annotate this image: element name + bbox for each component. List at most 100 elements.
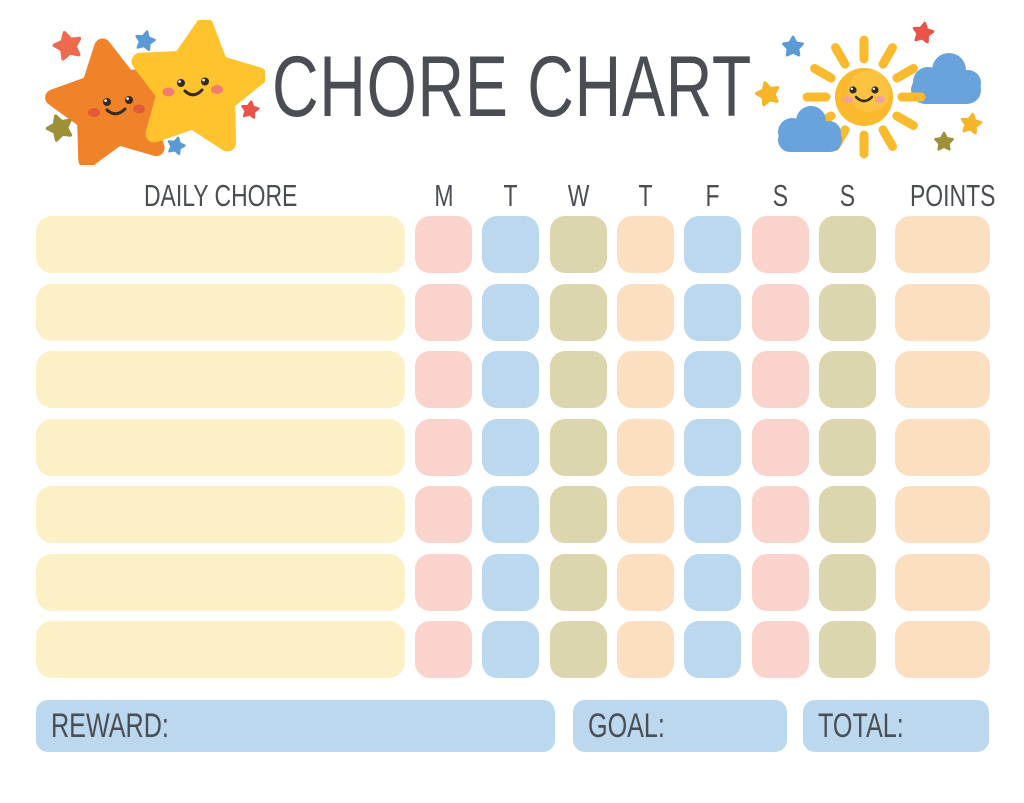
day-cell-sun[interactable] [819, 351, 876, 408]
points-cell[interactable] [895, 553, 990, 611]
day-cell-sat[interactable] [752, 351, 809, 408]
chore-name-field[interactable] [36, 351, 405, 408]
day-cell-fri[interactable] [684, 283, 741, 341]
mini-star-icon [782, 35, 804, 57]
day-cell-wed[interactable] [550, 283, 607, 341]
points-cell[interactable] [895, 283, 990, 341]
day-cell-wed[interactable] [550, 486, 607, 543]
day-cell-tue[interactable] [482, 216, 539, 273]
day-cell-tue[interactable] [482, 621, 539, 678]
reward-label: REWARD: [51, 707, 169, 745]
mini-star-icon [910, 20, 936, 45]
day-cell-sun[interactable] [819, 216, 876, 273]
chore-row [0, 621, 1024, 678]
day-cell-sat[interactable] [752, 418, 809, 476]
day-cell-fri[interactable] [684, 553, 741, 611]
day-cell-tue[interactable] [482, 418, 539, 476]
day-cell-sun[interactable] [819, 486, 876, 543]
column-header-thursday: T [638, 178, 653, 213]
day-cell-mon[interactable] [415, 283, 472, 341]
day-cell-thu[interactable] [617, 216, 674, 273]
yellow-star-face-icon [132, 20, 264, 145]
day-cell-fri[interactable] [684, 418, 741, 476]
column-header-points: POINTS [910, 178, 996, 213]
sun-face-icon [802, 35, 926, 159]
day-cell-sat[interactable] [752, 553, 809, 611]
column-header-wednesday: W [567, 178, 590, 213]
mini-star-icon [752, 78, 783, 108]
column-header-sunday: S [839, 178, 856, 213]
points-cell[interactable] [895, 486, 990, 543]
mini-star-icon [934, 131, 954, 151]
day-cell-fri[interactable] [684, 621, 741, 678]
chore-row [0, 418, 1024, 476]
goal-field[interactable]: GOAL: [573, 700, 787, 752]
day-cell-wed[interactable] [550, 216, 607, 273]
day-cell-mon[interactable] [415, 486, 472, 543]
mini-star-icon [50, 27, 86, 62]
day-cell-sat[interactable] [752, 621, 809, 678]
chore-row [0, 283, 1024, 341]
day-cell-mon[interactable] [415, 351, 472, 408]
column-header-saturday: S [772, 178, 789, 213]
day-cell-thu[interactable] [617, 553, 674, 611]
day-cell-sat[interactable] [752, 486, 809, 543]
day-cell-mon[interactable] [415, 621, 472, 678]
day-cell-thu[interactable] [617, 283, 674, 341]
cloud-icon [911, 53, 981, 104]
day-cell-sat[interactable] [752, 216, 809, 273]
mini-star-icon [958, 111, 984, 136]
total-label: TOTAL: [818, 707, 904, 745]
day-cell-mon[interactable] [415, 418, 472, 476]
chore-row [0, 486, 1024, 543]
day-cell-tue[interactable] [482, 351, 539, 408]
day-cell-fri[interactable] [684, 486, 741, 543]
day-cell-wed[interactable] [550, 418, 607, 476]
points-cell[interactable] [895, 621, 990, 678]
total-field[interactable]: TOTAL: [803, 700, 989, 752]
day-cell-thu[interactable] [617, 486, 674, 543]
mini-star-icon [165, 134, 188, 156]
day-cell-tue[interactable] [482, 553, 539, 611]
reward-field[interactable]: REWARD: [36, 700, 555, 752]
sun-clouds-decoration [752, 20, 984, 159]
chore-name-field[interactable] [36, 553, 405, 611]
day-cell-wed[interactable] [550, 553, 607, 611]
chore-row [0, 216, 1024, 273]
day-cell-thu[interactable] [617, 418, 674, 476]
cloud-icon [778, 106, 842, 152]
day-cell-tue[interactable] [482, 486, 539, 543]
chore-name-field[interactable] [36, 216, 405, 273]
chore-row [0, 553, 1024, 611]
chore-name-field[interactable] [36, 621, 405, 678]
day-cell-sun[interactable] [819, 621, 876, 678]
column-header-monday: M [433, 178, 454, 213]
day-cell-sun[interactable] [819, 418, 876, 476]
day-cell-thu[interactable] [617, 351, 674, 408]
page-title: CHORE CHART [271, 39, 753, 135]
column-header-friday: F [705, 178, 720, 213]
day-cell-mon[interactable] [415, 216, 472, 273]
stars-decoration [35, 20, 265, 165]
chore-name-field[interactable] [36, 486, 405, 543]
chore-name-field[interactable] [36, 418, 405, 476]
day-cell-fri[interactable] [684, 351, 741, 408]
day-cell-wed[interactable] [550, 351, 607, 408]
day-cell-sun[interactable] [819, 283, 876, 341]
goal-label: GOAL: [588, 707, 665, 745]
points-cell[interactable] [895, 418, 990, 476]
day-cell-tue[interactable] [482, 283, 539, 341]
day-cell-sun[interactable] [819, 553, 876, 611]
day-cell-fri[interactable] [684, 216, 741, 273]
day-cell-thu[interactable] [617, 621, 674, 678]
day-cell-wed[interactable] [550, 621, 607, 678]
chore-name-field[interactable] [36, 283, 405, 341]
orange-star-face-icon [46, 37, 177, 164]
points-cell[interactable] [895, 216, 990, 273]
column-header-daily-chore: DAILY CHORE [143, 178, 298, 213]
points-cell[interactable] [895, 351, 990, 408]
chore-row [0, 351, 1024, 408]
day-cell-mon[interactable] [415, 553, 472, 611]
day-cell-sat[interactable] [752, 283, 809, 341]
